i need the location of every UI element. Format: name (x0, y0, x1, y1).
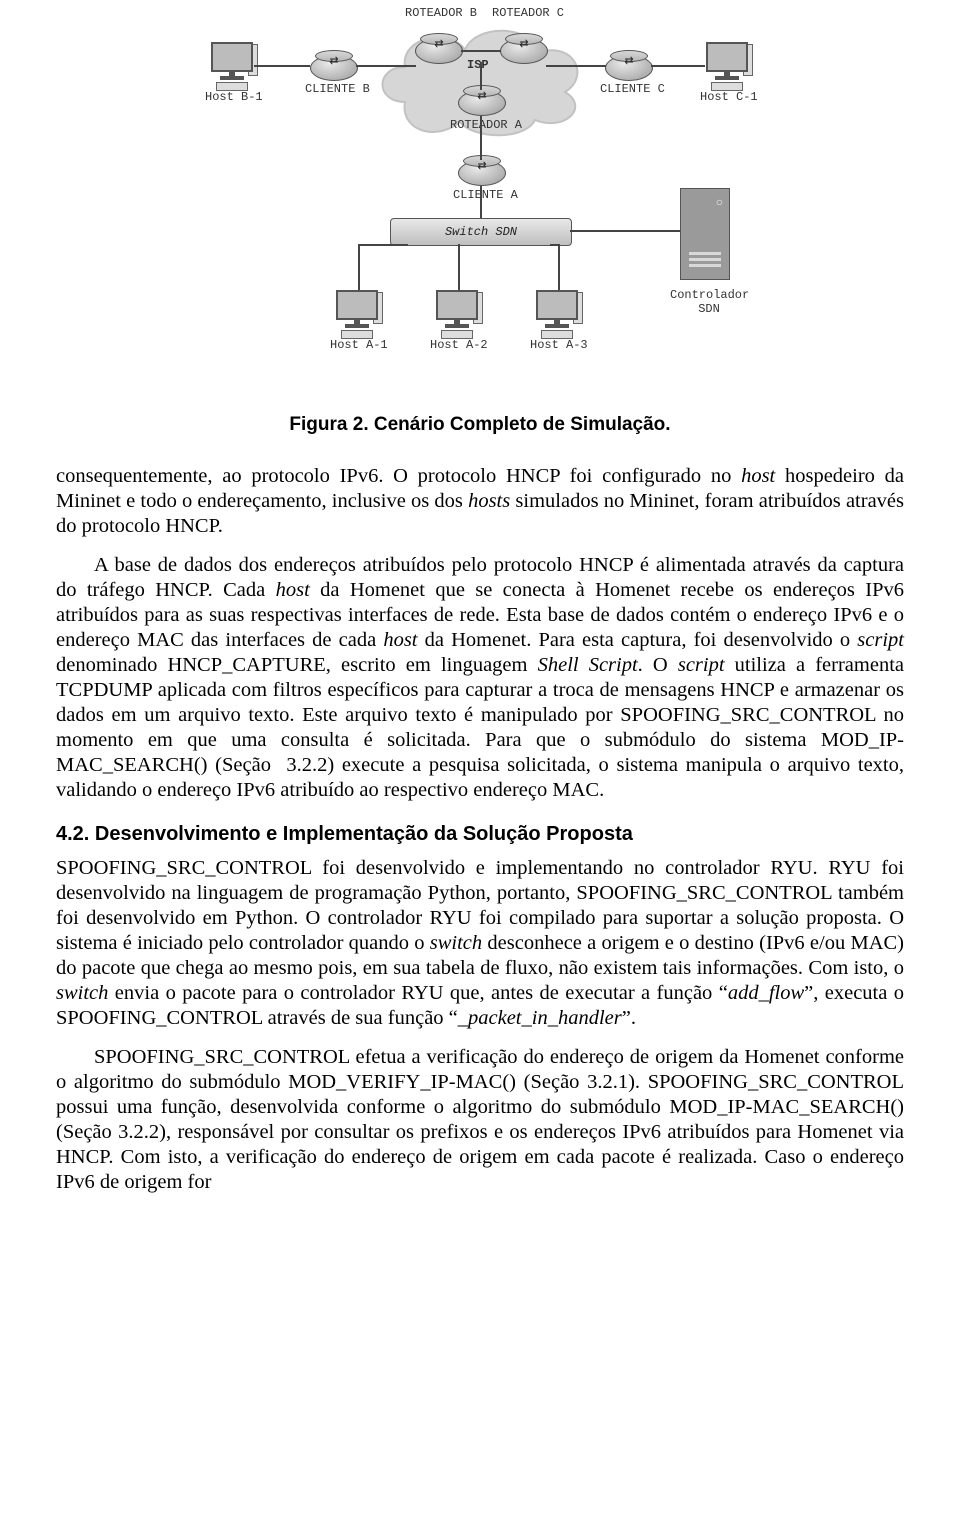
router-a-label: ROTEADOR A (450, 118, 522, 132)
host-c1 (705, 42, 749, 82)
host-c1-label: Host C-1 (700, 90, 758, 104)
figure-caption: Figura 2. Cenário Completo de Simulação. (56, 414, 904, 436)
host-b1-label: Host B-1 (205, 90, 263, 104)
cliente-a-router (458, 160, 506, 186)
cliente-b-router (310, 55, 358, 81)
host-a1 (335, 290, 379, 330)
section-4-2-heading: 4.2. Desenvolvimento e Implementação da … (56, 823, 904, 846)
switch-label: Switch SDN (445, 225, 517, 239)
host-a3-label: Host A-3 (530, 338, 588, 352)
host-b1 (210, 42, 254, 82)
router-b-label: ROTEADOR B (405, 6, 477, 20)
paragraph-2: A base de dados dos endereços atribuídos… (56, 553, 904, 803)
figure-2: ISP ROTEADOR B ROTEADOR C ROTEADOR A CLI… (56, 0, 904, 436)
cliente-b-label: CLIENTE B (305, 82, 370, 96)
router-c (500, 38, 548, 64)
cliente-c-label: CLIENTE C (600, 82, 665, 96)
switch-sdn: Switch SDN (390, 218, 572, 246)
isp-label: ISP (467, 58, 489, 72)
cliente-a-label: CLIENTE A (453, 188, 518, 202)
cliente-c-router (605, 55, 653, 81)
paragraph-1: consequentemente, ao protocolo IPv6. O p… (56, 464, 904, 539)
host-a2 (435, 290, 479, 330)
paragraph-3: SPOOFING_SRC_CONTROL foi desenvolvido e … (56, 856, 904, 1031)
network-diagram: ISP ROTEADOR B ROTEADOR C ROTEADOR A CLI… (160, 0, 800, 400)
router-b (415, 38, 463, 64)
router-a (458, 90, 506, 116)
controller-server (680, 188, 730, 280)
controller-label: Controlador SDN (670, 288, 748, 316)
host-a2-label: Host A-2 (430, 338, 488, 352)
paragraph-4: SPOOFING_SRC_CONTROL efetua a verificaçã… (56, 1045, 904, 1195)
host-a3 (535, 290, 579, 330)
host-a1-label: Host A-1 (330, 338, 388, 352)
router-c-label: ROTEADOR C (492, 6, 564, 20)
